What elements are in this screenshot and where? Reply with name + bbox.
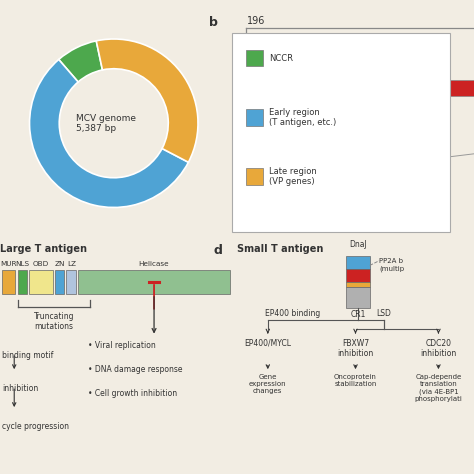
Bar <box>308 171 408 178</box>
Text: Cap-depende
translation
(via 4E-BP1
phosphorylati: Cap-depende translation (via 4E-BP1 phos… <box>414 374 463 402</box>
Bar <box>29 270 53 294</box>
Wedge shape <box>59 41 102 82</box>
Text: • Viral replication: • Viral replication <box>88 341 155 350</box>
Text: OBD: OBD <box>33 261 49 266</box>
Text: MCV-miR-M1: MCV-miR-M1 <box>239 206 288 215</box>
Wedge shape <box>29 59 189 208</box>
Wedge shape <box>96 39 198 162</box>
Text: NLS: NLS <box>15 261 29 266</box>
Text: Oncoprotein
stabilization: Oncoprotein stabilization <box>334 374 377 387</box>
Bar <box>18 270 27 294</box>
Text: Truncating
mutations: Truncating mutations <box>34 312 74 331</box>
Text: CR1: CR1 <box>350 310 365 319</box>
Text: ALTO: ALTO <box>259 165 280 174</box>
Text: LSD: LSD <box>376 309 392 318</box>
Bar <box>280 44 346 60</box>
Text: ST: ST <box>239 47 250 56</box>
Text: Late region
(VP genes): Late region (VP genes) <box>269 167 317 186</box>
Text: ZN: ZN <box>54 261 65 266</box>
Bar <box>346 282 370 287</box>
Bar <box>346 269 370 282</box>
Bar <box>55 270 64 294</box>
Text: Early region
(T antigen, etc.): Early region (T antigen, etc.) <box>269 108 336 127</box>
Bar <box>2 270 15 294</box>
Bar <box>249 117 273 132</box>
Text: NCCR: NCCR <box>269 54 293 63</box>
Text: b: b <box>209 16 218 29</box>
Text: inhibition: inhibition <box>2 384 38 393</box>
Text: LT: LT <box>239 83 248 92</box>
Text: binding motif: binding motif <box>2 351 54 360</box>
Bar <box>78 270 230 294</box>
Text: 196: 196 <box>246 16 265 26</box>
Text: d: d <box>213 244 222 257</box>
Text: cycle progression: cycle progression <box>2 422 69 431</box>
Text: MUR: MUR <box>0 261 17 266</box>
Text: LZ: LZ <box>67 261 76 266</box>
Bar <box>308 162 408 169</box>
Text: • DNA damage response: • DNA damage response <box>88 365 182 374</box>
Bar <box>308 117 408 132</box>
Text: Gene
expression
changes: Gene expression changes <box>249 374 287 394</box>
Bar <box>66 270 76 294</box>
Text: Early region: Early region <box>338 37 397 47</box>
Bar <box>346 256 370 269</box>
Text: EP400/MYCL: EP400/MYCL <box>244 339 292 348</box>
Text: {: { <box>271 160 284 180</box>
Text: DnaJ: DnaJ <box>349 240 367 249</box>
Bar <box>249 80 273 96</box>
Text: Large T antigen: Large T antigen <box>0 244 87 254</box>
Text: MCV genome
5,387 bp: MCV genome 5,387 bp <box>76 114 136 133</box>
Text: CDC20
inhibition: CDC20 inhibition <box>420 339 456 358</box>
Text: 57kT: 57kT <box>239 120 262 129</box>
Text: PP2A b
(multip: PP2A b (multip <box>379 258 404 272</box>
Bar <box>308 80 474 96</box>
Text: EP400 binding: EP400 binding <box>265 309 321 318</box>
Text: Helicase: Helicase <box>139 261 169 266</box>
Text: FBXW7
inhibition: FBXW7 inhibition <box>337 339 374 358</box>
Bar <box>346 287 370 308</box>
Text: Small T antigen: Small T antigen <box>237 244 323 254</box>
Text: • Cell growth inhibition: • Cell growth inhibition <box>88 389 177 398</box>
